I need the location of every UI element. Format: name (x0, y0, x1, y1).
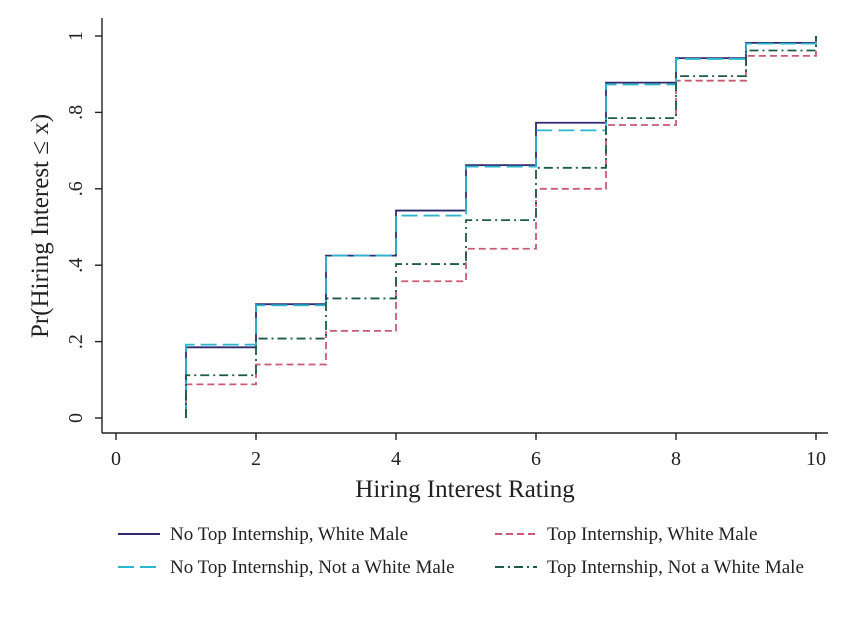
x-tick-label: 0 (111, 448, 121, 470)
y-tick-label: 1 (65, 31, 87, 41)
series-line-3 (185, 36, 817, 418)
series-line-1 (185, 36, 817, 418)
x-ticks: 0 2 4 6 8 10 (111, 433, 826, 470)
legend: No Top Internship, White Male Top Interns… (118, 524, 804, 578)
series-line-4 (185, 36, 817, 418)
legend-label: Top Internship, White Male (547, 524, 757, 545)
y-ticks: 0 .2 .4 .6 .8 1 (65, 31, 102, 423)
legend-label: No Top Internship, Not a White Male (170, 557, 455, 578)
x-tick-label: 8 (671, 448, 681, 470)
y-tick-label: .2 (65, 334, 87, 349)
x-tick-label: 10 (806, 448, 826, 470)
series-line-2 (185, 36, 817, 418)
plot-area: 0 2 4 6 8 10 0 .2 .4 .6 .8 1 (65, 18, 828, 470)
legend-label: No Top Internship, White Male (170, 524, 408, 545)
series-lines (185, 36, 817, 418)
y-tick-label: .8 (65, 105, 87, 120)
y-tick-label: .6 (65, 181, 87, 196)
x-axis-label: Hiring Interest Rating (355, 476, 575, 503)
x-tick-label: 6 (531, 448, 541, 470)
y-tick-label: 0 (65, 413, 87, 423)
legend-label: Top Internship, Not a White Male (547, 557, 804, 578)
y-axis-label: Pr(Hiring Interest ≤ x) (27, 114, 54, 338)
y-tick-label: .4 (65, 258, 87, 273)
x-tick-label: 2 (251, 448, 261, 470)
x-tick-label: 4 (391, 448, 401, 470)
